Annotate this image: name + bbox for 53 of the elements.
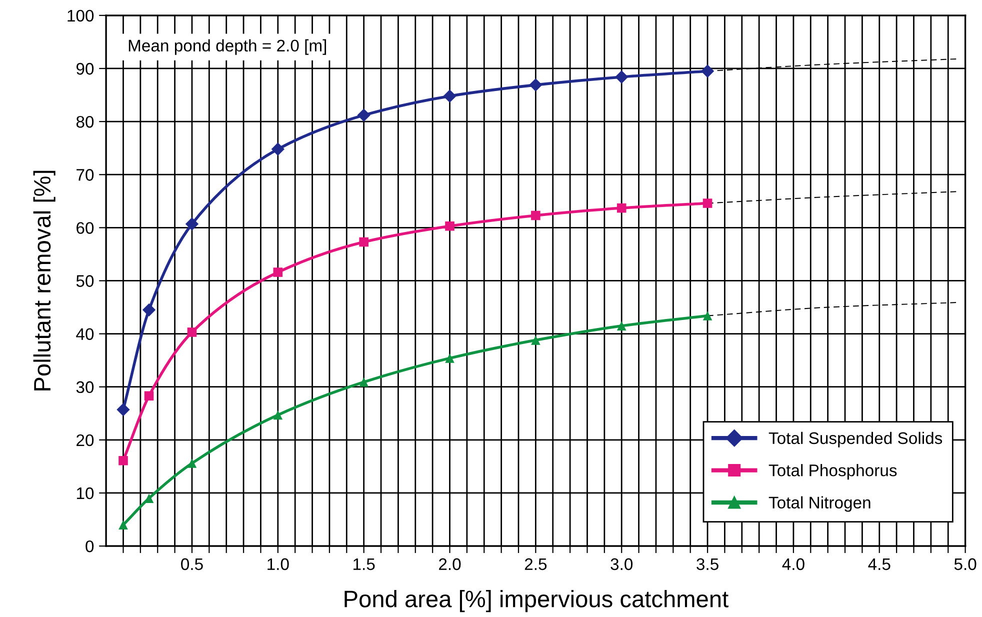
legend-label: Total Nitrogen: [768, 496, 870, 512]
x-axis-title: Pond area [%] impervious catchment: [344, 590, 728, 612]
legend-label: Total Phosphorus: [768, 464, 897, 480]
x-tick-label: 1.5: [354, 558, 375, 570]
point: [616, 321, 626, 330]
y-axis-title: Pollutant removal [%]: [33, 170, 56, 390]
point: [144, 391, 154, 401]
y-tick-label: 30: [76, 381, 94, 394]
point: [616, 203, 626, 213]
point: [187, 458, 197, 468]
point: [118, 520, 128, 530]
y-tick-label: 40: [76, 328, 94, 340]
point: [271, 142, 284, 156]
point: [359, 377, 368, 387]
y-tick-label: 0: [86, 540, 94, 552]
y-tick-label: 50: [76, 275, 94, 287]
point: [357, 108, 370, 122]
x-tick-label: 4.5: [868, 558, 890, 570]
point: [187, 328, 197, 337]
point: [185, 217, 199, 231]
point: [445, 354, 454, 363]
y-tick-label: 10: [76, 487, 94, 500]
point: [273, 268, 283, 277]
point: [116, 403, 130, 416]
point: [702, 311, 712, 320]
y-tick-label: 70: [76, 169, 94, 181]
point: [273, 410, 283, 420]
legend-label: Total Suspended Solids: [768, 432, 942, 448]
y-tick-label: 100: [68, 10, 94, 22]
point: [443, 89, 456, 103]
annotation: Mean pond depth = 2.0 [m]: [128, 39, 326, 55]
point: [531, 336, 540, 345]
y-tick-label: 20: [76, 434, 94, 446]
x-tick-label: 5.0: [954, 558, 976, 570]
point: [529, 78, 542, 92]
point: [700, 64, 714, 78]
x-tick-label: 3.0: [610, 558, 633, 570]
x-tick-label: 1.0: [268, 558, 289, 570]
x-tick-label: 3.5: [696, 558, 718, 570]
x-tick-label: 0.5: [181, 558, 203, 570]
y-tick-label: 80: [76, 116, 94, 128]
x-tick-label: 4.0: [782, 558, 804, 570]
point: [445, 221, 454, 231]
point: [615, 70, 628, 84]
point: [702, 198, 712, 208]
point: [142, 303, 156, 317]
x-tick-label: 2.0: [439, 558, 461, 570]
point: [118, 456, 128, 466]
point: [359, 237, 368, 247]
y-tick-label: 90: [76, 62, 94, 75]
point: [531, 210, 540, 220]
x-tick-label: 2.5: [524, 558, 547, 570]
y-tick-label: 60: [76, 222, 94, 234]
